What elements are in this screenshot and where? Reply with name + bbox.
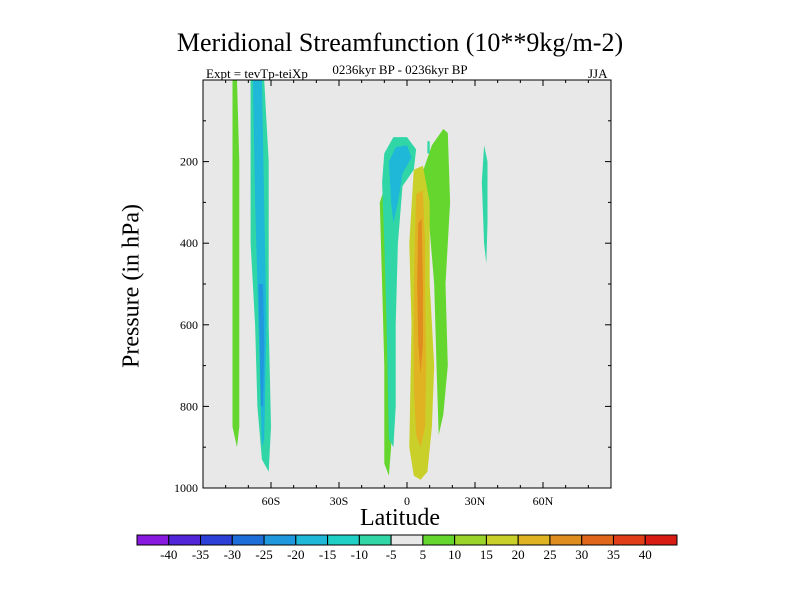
colorbar-swatch: [295, 534, 329, 546]
contour-upper-cyan-dot: [427, 141, 430, 154]
colorbar-swatch: [644, 534, 678, 546]
contour-nh-cyan-spot: [481, 145, 488, 264]
colorbar-label: 25: [543, 547, 556, 562]
colorbar-label: 10: [448, 547, 461, 562]
colorbar-label: -25: [255, 547, 272, 562]
colorbar-label: -30: [224, 547, 241, 562]
colorbar: -40 -35 -30 -25 -20 -15 -10 -5 5 10 15 20 25 30 35 40: [136, 534, 678, 562]
y-tick-label: 1000: [174, 481, 198, 495]
colorbar-swatch: [422, 534, 456, 546]
colorbar-swatch: [200, 534, 233, 546]
experiment-label: Expt = tevTp-teiXp: [206, 66, 308, 81]
contour-sh-blue-core: [258, 284, 265, 407]
x-tick-label: 30S: [330, 494, 349, 508]
colorbar-swatch: [327, 534, 360, 546]
colorbar-swatch: [549, 534, 583, 546]
colorbar-label: 40: [639, 547, 652, 562]
colorbar-swatch: [263, 534, 297, 546]
contour-eq-cyan-cell: [382, 137, 417, 448]
x-tick-label: 30N: [465, 494, 486, 508]
colorbar-label: -15: [319, 547, 336, 562]
colorbar-swatch: [136, 534, 170, 546]
colorbar-swatch: [454, 534, 487, 546]
x-axis-label: Latitude: [360, 505, 440, 531]
colorbar-swatch: [517, 534, 551, 546]
y-tick-label: 400: [180, 236, 198, 250]
colorbar-swatch: [231, 534, 265, 546]
contour-eq-deep-orange-core: [417, 218, 423, 374]
colorbar-label: -20: [287, 547, 304, 562]
colorbar-swatch: [168, 534, 202, 546]
colorbar-label: 5: [420, 547, 427, 562]
colorbar-label: 15: [480, 547, 493, 562]
x-tick-label: 60S: [262, 494, 281, 508]
season-label: JJA: [588, 66, 608, 81]
colorbar-swatch: [581, 534, 614, 546]
x-tick-label: 60N: [533, 494, 554, 508]
colorbar-swatch: [390, 534, 424, 546]
colorbar-label: -10: [351, 547, 368, 562]
y-axis-ticks: 200 400 600 800 1000: [174, 120, 611, 495]
chart-title: Meridional Streamfunction (10**9kg/m-2): [176, 28, 624, 57]
contour-eq-teal-core: [388, 145, 412, 223]
colorbar-swatch: [358, 534, 392, 546]
contour-regions: [232, 80, 488, 480]
colorbar-label: -5: [386, 547, 397, 562]
colorbar-label: -35: [192, 547, 209, 562]
colorbar-label: 30: [575, 547, 588, 562]
x-tick-label: 0: [404, 494, 410, 508]
colorbar-label: 35: [607, 547, 620, 562]
contour-sh-green-strip: [232, 80, 240, 448]
colorbar-swatch: [612, 534, 646, 546]
y-tick-label: 800: [180, 399, 198, 413]
colorbar-label: -40: [160, 547, 177, 562]
chart-subtitle: 0236kyr BP - 0236kyr BP: [332, 62, 468, 77]
y-tick-label: 600: [180, 318, 198, 332]
contour-eq-right-green: [413, 129, 451, 435]
x-axis-ticks: 60S 30S 0 30N 60N: [225, 80, 589, 508]
colorbar-swatch: [485, 534, 519, 546]
colorbar-label: 20: [512, 547, 525, 562]
y-tick-label: 200: [180, 155, 198, 169]
